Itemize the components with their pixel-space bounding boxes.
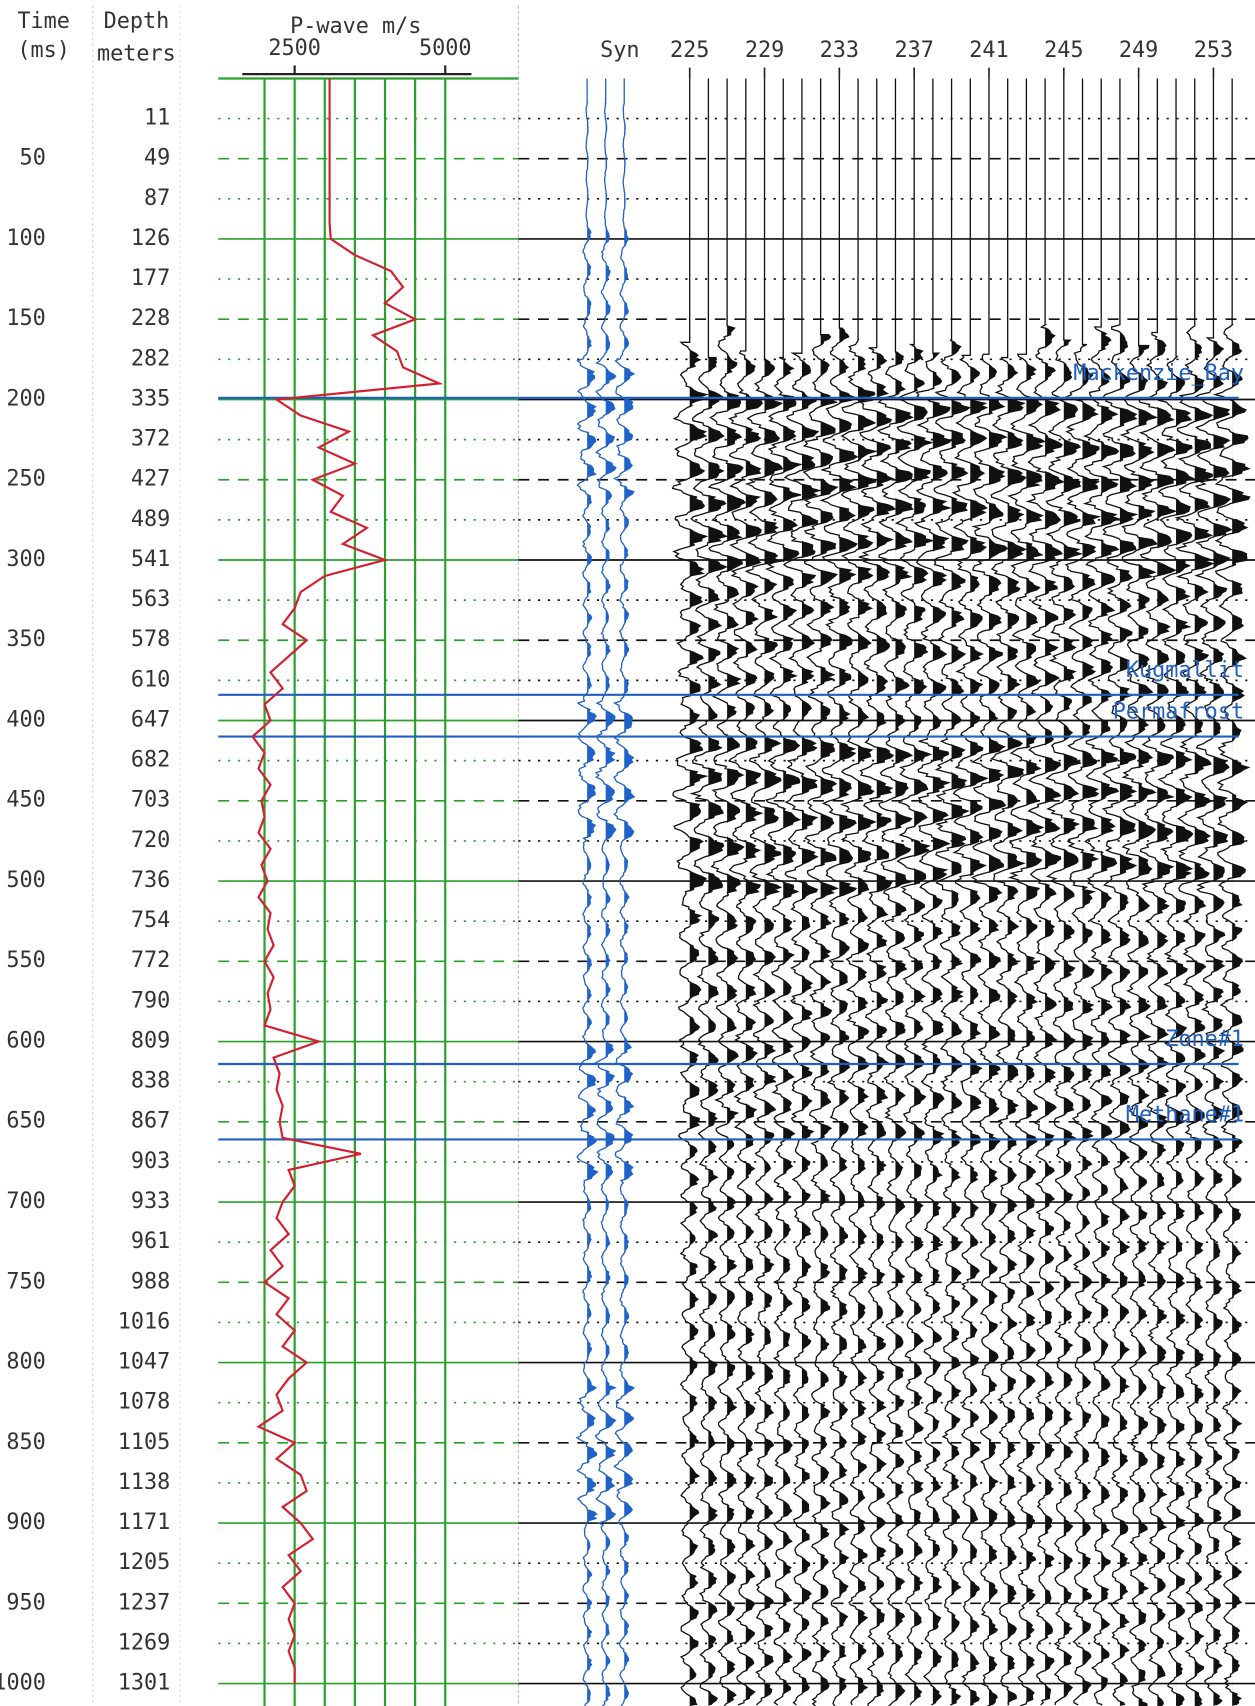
time-tick-label: 150 xyxy=(6,306,45,331)
depth-label: 489 xyxy=(131,507,170,532)
depth-label: 578 xyxy=(131,627,170,652)
time-tick-label: 850 xyxy=(6,1430,45,1455)
trace-fill xyxy=(914,344,932,1706)
depth-label: 867 xyxy=(131,1109,170,1134)
depth-label: 1138 xyxy=(118,1470,171,1495)
trace-fill xyxy=(1213,338,1231,1706)
velocity-tick-label: 5000 xyxy=(419,36,472,61)
depth-label: 772 xyxy=(131,948,170,973)
depth-label: 1078 xyxy=(118,1390,171,1415)
time-unit: (ms) xyxy=(17,38,70,63)
depth-label: 1301 xyxy=(118,1671,171,1696)
time-tick-label: 300 xyxy=(6,547,45,572)
depth-label: 177 xyxy=(131,266,170,291)
horizon-label: Kugmallit xyxy=(1126,658,1244,683)
depth-label: 809 xyxy=(131,1029,170,1054)
trace-fill xyxy=(727,324,745,1706)
time-title: Time xyxy=(17,9,70,34)
trace-wiggle xyxy=(595,78,615,1706)
time-tick-label: 900 xyxy=(6,1510,45,1535)
depth-label: 126 xyxy=(131,226,170,251)
velocity-tick-label: 2500 xyxy=(268,36,321,61)
time-tick-label: 650 xyxy=(6,1109,45,1134)
depth-label: 335 xyxy=(131,387,170,412)
time-tick-label: 950 xyxy=(6,1590,45,1615)
depth-label: 228 xyxy=(131,306,170,331)
time-tick-label: 1000 xyxy=(0,1671,46,1696)
trace-number: 253 xyxy=(1194,38,1233,63)
depth-label: 1047 xyxy=(118,1350,171,1375)
trace-number: 237 xyxy=(894,38,933,63)
depth-label: 372 xyxy=(131,427,170,452)
trace-wiggle xyxy=(577,78,597,1706)
depth-label: 427 xyxy=(131,467,170,492)
depth-label: 1105 xyxy=(118,1430,171,1455)
depth-label: 610 xyxy=(131,667,170,692)
trace-wiggle xyxy=(673,78,707,1704)
horizon-label: Mackenzie_Bay xyxy=(1073,361,1244,386)
syn-label: Syn xyxy=(600,38,639,63)
depth-label: 11 xyxy=(144,106,170,131)
depth-label: 933 xyxy=(131,1189,170,1214)
trace-fill xyxy=(1232,325,1250,1706)
trace-number: 245 xyxy=(1044,38,1083,63)
trace-number: 241 xyxy=(969,38,1008,63)
time-tick-label: 250 xyxy=(6,467,45,492)
depth-label: 1237 xyxy=(118,1590,171,1615)
time-tick-label: 500 xyxy=(6,868,45,893)
depth-label: 282 xyxy=(131,346,170,371)
time-tick-label: 800 xyxy=(6,1350,45,1375)
trace-fill xyxy=(624,104,634,1706)
horizon-label: Zone#1 xyxy=(1165,1027,1244,1052)
depth-label: 1016 xyxy=(118,1309,171,1334)
time-tick-label: 600 xyxy=(6,1029,45,1054)
time-tick-label: 50 xyxy=(20,146,46,171)
depth-label: 703 xyxy=(131,788,170,813)
depth-label: 563 xyxy=(131,587,170,612)
depth-label: 1205 xyxy=(118,1550,171,1575)
page: {"chart_data": { "type": "well-tie", "ti… xyxy=(0,0,1255,1706)
depth-label: 682 xyxy=(131,748,170,773)
time-tick-label: 200 xyxy=(6,387,45,412)
trace-number: 249 xyxy=(1119,38,1158,63)
depth-label: 49 xyxy=(144,146,170,171)
trace-number: 233 xyxy=(820,38,859,63)
trace-number: 225 xyxy=(670,38,709,63)
time-tick-label: 350 xyxy=(6,627,45,652)
depth-label: 790 xyxy=(131,988,170,1013)
depth-label: 541 xyxy=(131,547,170,572)
time-tick-label: 100 xyxy=(6,226,45,251)
trace-wiggle xyxy=(614,78,634,1706)
depth-label: 838 xyxy=(131,1069,170,1094)
time-tick-label: 700 xyxy=(6,1189,45,1214)
depth-label: 988 xyxy=(131,1269,170,1294)
time-tick-label: 450 xyxy=(6,788,45,813)
depth-label: 736 xyxy=(131,868,170,893)
trace-fill xyxy=(1064,340,1081,1706)
horizon-label: Methane#1 xyxy=(1126,1102,1244,1127)
trace-fill xyxy=(970,355,987,1706)
trace-wiggle xyxy=(1215,78,1249,1704)
depth-label: 903 xyxy=(131,1149,170,1174)
depth-label: 647 xyxy=(131,708,170,733)
trace-fill xyxy=(877,348,895,1706)
depth-label: 87 xyxy=(144,186,170,211)
chart: Time (ms) Depth meters P-wave m/s Syn 25… xyxy=(0,0,1255,1706)
depth-title: Depth xyxy=(104,9,170,34)
time-tick-label: 400 xyxy=(6,708,45,733)
trace-number: 229 xyxy=(745,38,784,63)
horizon-label: Permafrost xyxy=(1113,700,1244,725)
depth-label: 1269 xyxy=(118,1630,171,1655)
trace-fill xyxy=(1082,344,1098,1706)
depth-label: 754 xyxy=(131,908,170,933)
depth-label: 720 xyxy=(131,828,170,853)
depth-unit: meters xyxy=(97,42,176,67)
depth-label: 961 xyxy=(131,1229,170,1254)
time-tick-label: 750 xyxy=(6,1269,45,1294)
time-tick-label: 550 xyxy=(6,948,45,973)
depth-label: 1171 xyxy=(118,1510,171,1535)
